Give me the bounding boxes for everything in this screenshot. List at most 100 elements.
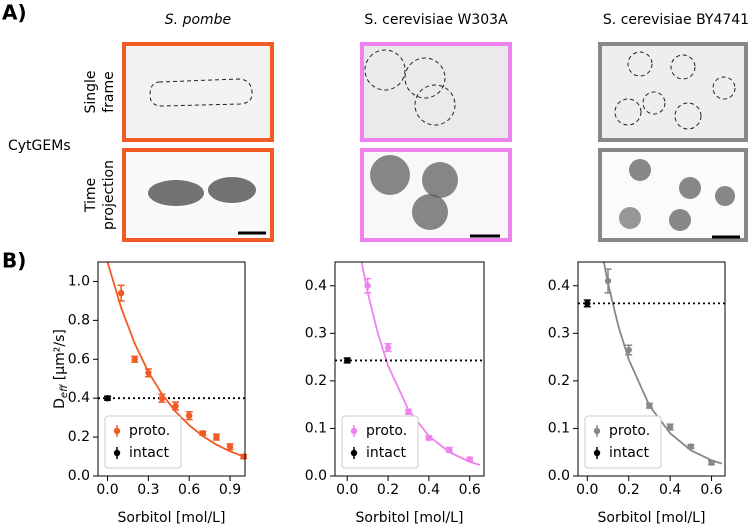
group-label: CytGEMs bbox=[8, 138, 71, 154]
cell-outline bbox=[414, 84, 456, 126]
cell bbox=[715, 186, 735, 206]
plot-frame bbox=[334, 261, 485, 477]
data-point bbox=[584, 300, 591, 307]
cell bbox=[370, 155, 410, 195]
data-point bbox=[708, 459, 715, 466]
legend-box bbox=[341, 415, 419, 469]
y-tick-label: 0.1 bbox=[305, 420, 327, 436]
x-tick-label: 0.6 bbox=[700, 482, 722, 498]
data-point bbox=[213, 433, 220, 441]
data-point bbox=[131, 356, 138, 363]
data-point bbox=[604, 277, 612, 285]
row-label: Time projection bbox=[83, 160, 117, 230]
data-point bbox=[364, 282, 371, 289]
legend-box bbox=[584, 415, 662, 469]
cell-outline bbox=[670, 54, 696, 80]
legend-label: intact bbox=[366, 445, 407, 461]
chart: 0.0 0.2 0.4 0.6 0.0 0.1 0.2 0.3 0.4 Sorbitol [mol… bbox=[305, 261, 485, 526]
row-label-line: frame bbox=[101, 71, 117, 113]
data-point bbox=[172, 402, 179, 410]
data-point bbox=[687, 443, 695, 450]
legend-marker bbox=[350, 427, 358, 435]
column-title: S. pombe bbox=[165, 12, 231, 28]
chart: 0.0 0.3 0.6 0.9 0.0 0.2 0.4 0.6 0.8 1.0 Sorbitol [… bbox=[52, 261, 248, 526]
y-tick-label: 0.4 bbox=[68, 390, 90, 406]
legend-label: intact bbox=[129, 445, 170, 461]
cell-outline bbox=[627, 51, 653, 77]
x-tick-label: 0.9 bbox=[219, 482, 241, 498]
x-tick-label: 0.2 bbox=[377, 482, 399, 498]
data-point bbox=[405, 408, 412, 415]
image-frame bbox=[598, 42, 748, 142]
data-point bbox=[625, 346, 632, 354]
cell-outline bbox=[674, 102, 702, 130]
y-tick-label: 0.4 bbox=[548, 278, 570, 294]
x-tick-label: 0.4 bbox=[418, 482, 440, 498]
data-point bbox=[199, 430, 207, 437]
column-title: S. cerevisiae BY4741 bbox=[603, 12, 749, 28]
data-point bbox=[384, 344, 392, 351]
cell-outline bbox=[364, 49, 406, 91]
cell-outline bbox=[149, 78, 253, 107]
cell-outline bbox=[642, 91, 666, 115]
y-tick-label: 0.0 bbox=[548, 468, 570, 484]
legend-label: proto. bbox=[366, 423, 407, 439]
cell-outline bbox=[712, 76, 736, 100]
cell bbox=[412, 194, 448, 230]
y-tick-label: 0.8 bbox=[68, 312, 90, 328]
image-frame bbox=[122, 42, 274, 142]
row-label: Single frame bbox=[83, 70, 117, 113]
cell bbox=[669, 209, 691, 231]
legend-label: intact bbox=[609, 445, 650, 461]
x-tick-label: 0.6 bbox=[459, 482, 481, 498]
micrographs bbox=[122, 42, 748, 242]
plot-frame bbox=[577, 261, 726, 477]
y-tick-label: 0.1 bbox=[548, 420, 570, 436]
data-point bbox=[344, 357, 351, 364]
data-point bbox=[446, 446, 453, 454]
plot-frame bbox=[97, 261, 246, 477]
data-point bbox=[145, 369, 152, 377]
cell bbox=[679, 177, 701, 199]
data-point bbox=[226, 443, 234, 451]
x-tick-label: 0.3 bbox=[137, 482, 159, 498]
x-tick-label: 0.0 bbox=[576, 482, 598, 498]
y-axis-label-part: eff bbox=[59, 383, 70, 398]
y-tick-label: 0.2 bbox=[548, 373, 570, 389]
x-axis-label: Sorbitol [mol/L] bbox=[356, 510, 464, 526]
fit-curve bbox=[106, 262, 244, 458]
column-title: S. cerevisiae W303A bbox=[364, 12, 508, 28]
chart: 0.0 0.2 0.4 0.6 0.0 0.1 0.2 0.3 0.4 Sorbitol [mol… bbox=[548, 261, 726, 526]
y-tick-label: 0.3 bbox=[548, 325, 570, 341]
x-axis-label: Sorbitol [mol/L] bbox=[118, 510, 226, 526]
cell bbox=[422, 162, 458, 198]
y-tick-label: 0.6 bbox=[68, 351, 90, 367]
cell bbox=[629, 159, 651, 181]
data-point bbox=[240, 453, 247, 460]
data-point bbox=[185, 412, 193, 419]
legend: proto. intact bbox=[104, 415, 182, 469]
x-tick-label: 0.0 bbox=[96, 482, 118, 498]
data-point bbox=[666, 423, 674, 431]
legend-marker bbox=[350, 449, 358, 457]
data-point bbox=[158, 394, 166, 402]
x-tick-label: 0.6 bbox=[178, 482, 200, 498]
legend-marker bbox=[593, 427, 601, 435]
data-point bbox=[646, 402, 653, 409]
cell bbox=[208, 177, 256, 203]
legend-box bbox=[104, 415, 182, 469]
y-tick-label: 0.4 bbox=[305, 278, 327, 294]
row-label-line: Time bbox=[83, 178, 99, 213]
row-label-line: Single bbox=[83, 70, 99, 113]
data-point bbox=[117, 289, 125, 297]
charts: 0.0 0.3 0.6 0.9 0.0 0.2 0.4 0.6 0.8 1.0 Sorbitol [… bbox=[52, 261, 726, 526]
y-tick-label: 0.0 bbox=[305, 468, 327, 484]
panel-label: A) bbox=[2, 1, 27, 25]
cell bbox=[148, 180, 204, 206]
x-tick-label: 0.2 bbox=[618, 482, 640, 498]
y-axis-label-part: D bbox=[52, 398, 68, 409]
cell-outline bbox=[614, 98, 642, 126]
plot-area bbox=[98, 262, 245, 458]
panel-label: B) bbox=[2, 249, 26, 273]
